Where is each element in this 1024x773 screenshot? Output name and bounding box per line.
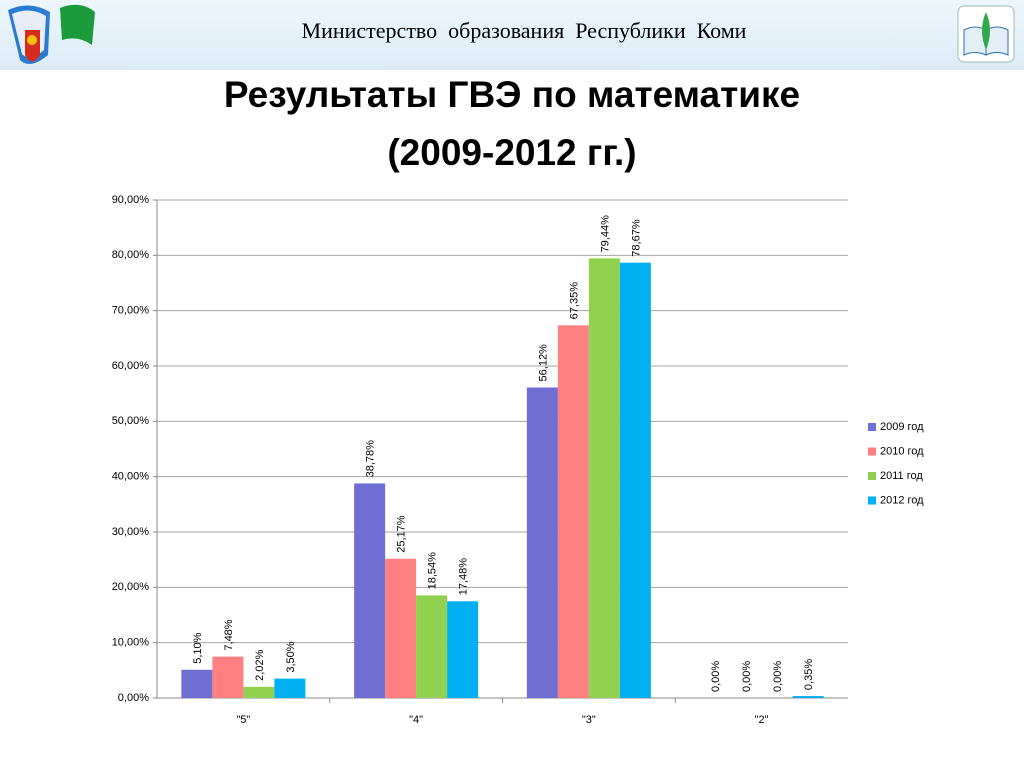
legend-label: 2011 год (880, 470, 923, 482)
left-emblem (8, 4, 95, 65)
x-tick-label: "4" (409, 714, 423, 726)
header-band (0, 0, 1024, 70)
bar (588, 258, 620, 698)
value-label: 78,67% (630, 219, 642, 257)
x-tick-label: "5" (236, 714, 250, 726)
y-tick-label: 60,00% (112, 360, 150, 372)
chart-title: (2009-2012 гг.) (387, 132, 636, 173)
chart-title: Результаты ГВЭ по математике (224, 74, 800, 115)
bar (619, 262, 651, 698)
y-tick-label: 10,00% (112, 637, 150, 649)
legend-swatch (868, 447, 876, 456)
value-label: 2,02% (254, 649, 266, 680)
bar (181, 669, 213, 698)
value-label: 38,78% (365, 440, 377, 478)
y-tick-label: 70,00% (112, 305, 150, 317)
legend-swatch (868, 496, 876, 505)
x-tick-label: "3" (582, 714, 596, 726)
value-label: 0,35% (803, 659, 815, 690)
y-tick-label: 0,00% (118, 692, 149, 704)
legend-label: 2012 год (880, 494, 924, 506)
bar (447, 601, 479, 698)
x-tick-label: "2" (755, 714, 769, 726)
bar (274, 678, 306, 698)
bar (557, 325, 589, 698)
bar (385, 558, 417, 698)
value-label: 79,44% (599, 215, 611, 253)
legend-label: 2009 год (880, 421, 924, 433)
value-label: 0,00% (710, 661, 722, 692)
bar (212, 656, 244, 698)
value-label: 5,10% (192, 632, 204, 663)
bar (526, 387, 558, 698)
y-tick-label: 80,00% (112, 249, 150, 261)
y-tick-label: 40,00% (112, 471, 150, 483)
value-label: 7,48% (223, 619, 235, 650)
y-tick-label: 20,00% (112, 581, 150, 593)
value-label: 18,54% (427, 552, 439, 590)
legend-swatch (868, 423, 876, 431)
bar (354, 483, 386, 698)
value-label: 25,17% (396, 515, 408, 553)
header-text: Министерство образования Республики Коми (302, 18, 747, 43)
value-label: 17,48% (458, 558, 470, 596)
value-label: 3,50% (285, 641, 297, 672)
value-label: 56,12% (537, 344, 549, 382)
legend-label: 2010 год (880, 445, 924, 457)
y-tick-label: 50,00% (112, 415, 150, 427)
value-label: 67,35% (568, 282, 580, 320)
bar (243, 686, 275, 698)
y-tick-label: 30,00% (112, 526, 150, 538)
legend-swatch (868, 472, 876, 480)
value-label: 0,00% (772, 661, 784, 692)
y-tick-label: 90,00% (112, 194, 150, 206)
bar (792, 696, 824, 698)
value-label: 0,00% (741, 661, 753, 692)
right-logo (957, 5, 1015, 63)
bar (416, 595, 448, 698)
